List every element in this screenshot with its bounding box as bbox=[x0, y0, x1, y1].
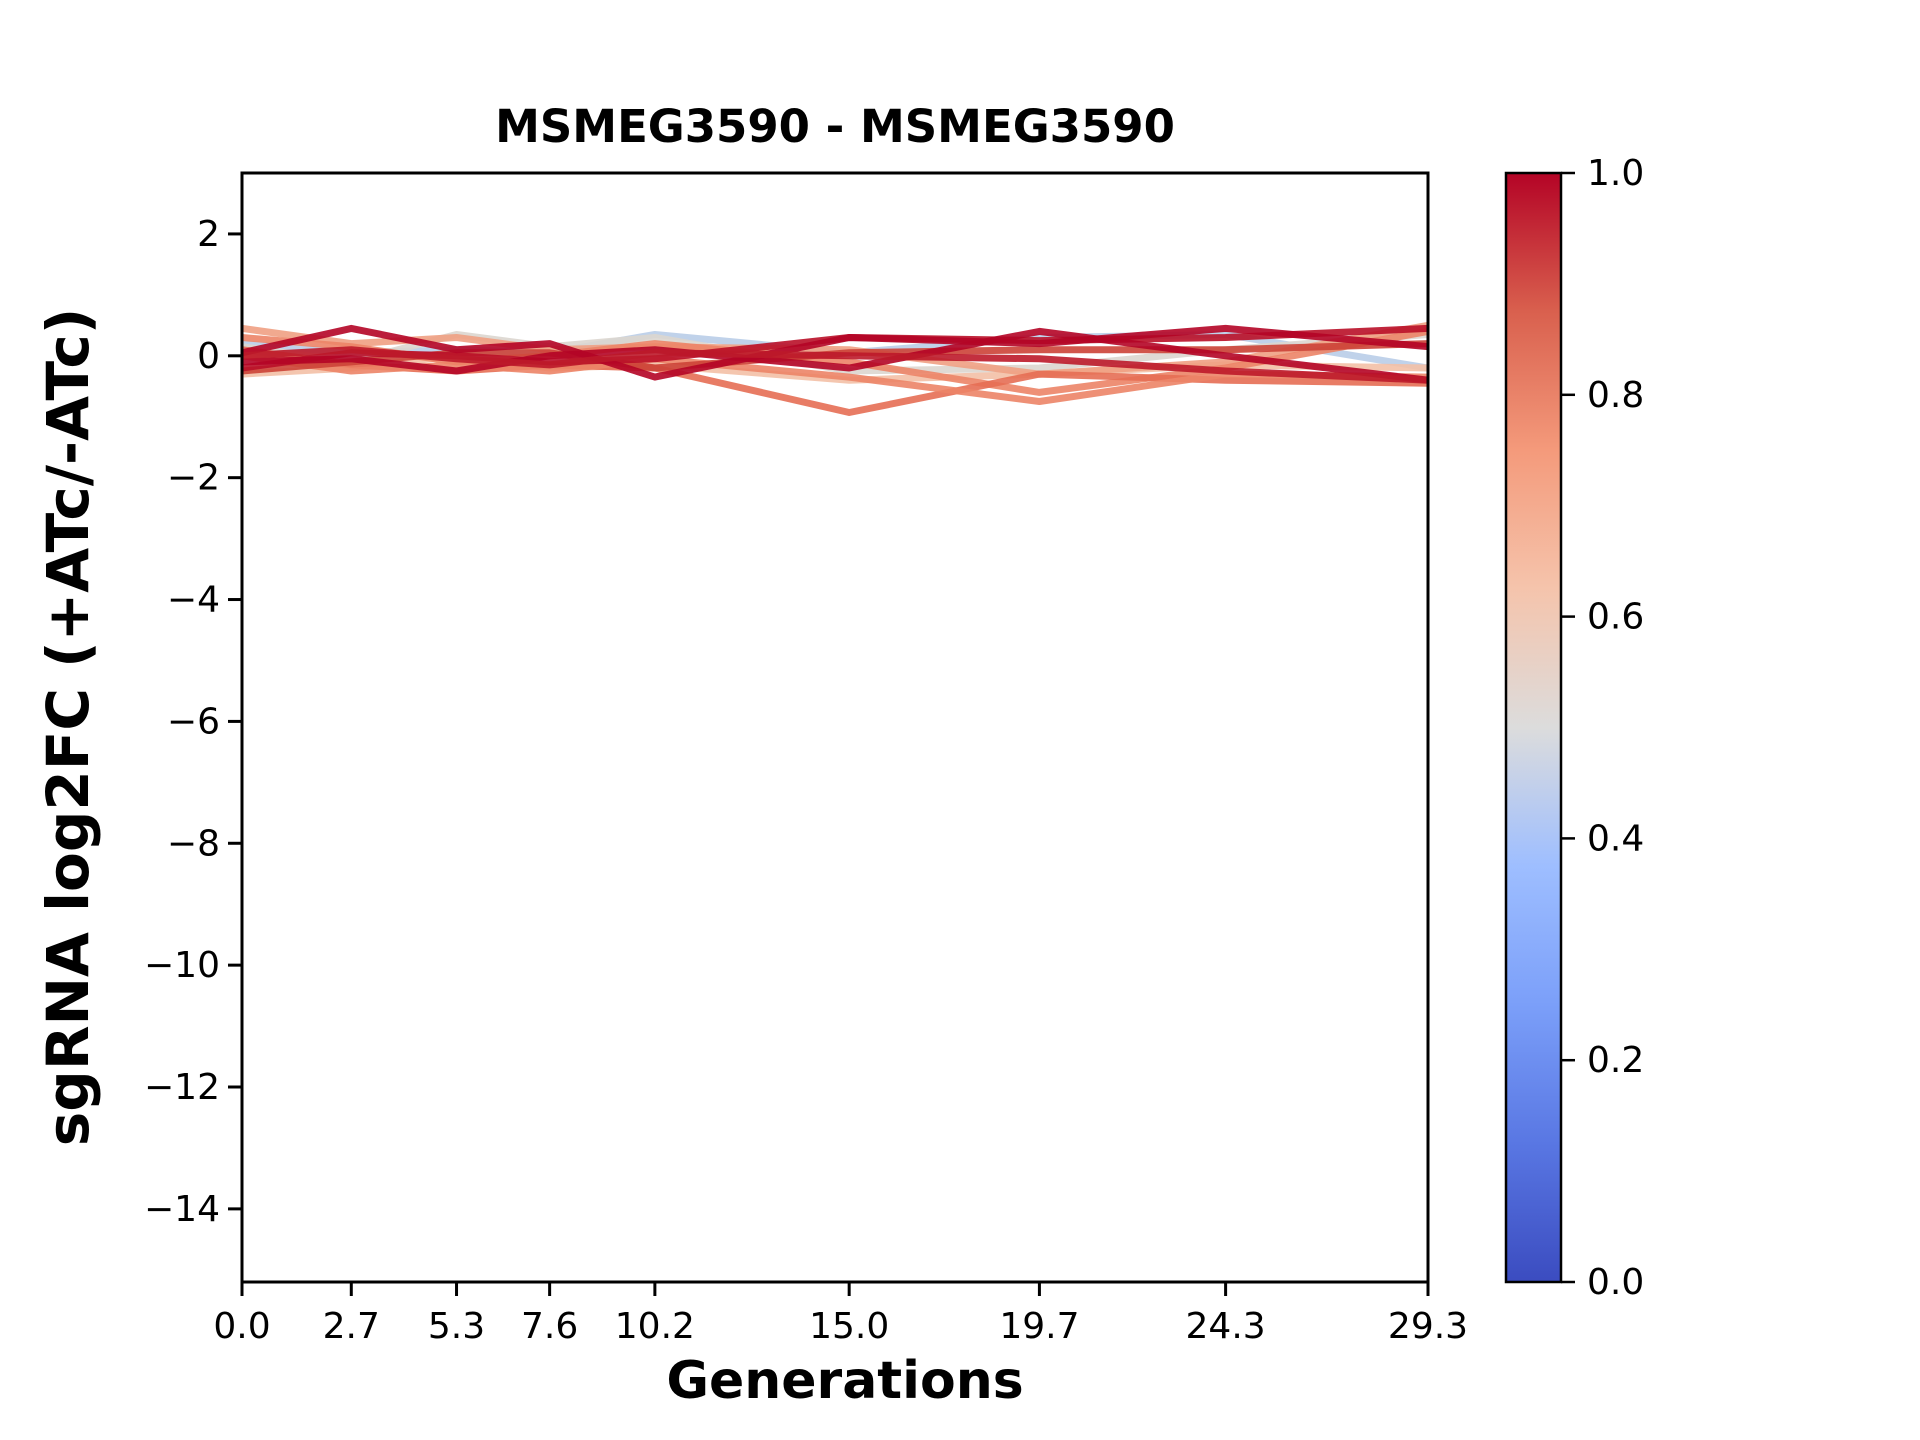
colorbar-tick-label: 0.6 bbox=[1587, 597, 1644, 638]
x-tick-label: 10.2 bbox=[615, 1306, 695, 1347]
y-tick-label: −12 bbox=[144, 1067, 220, 1108]
x-axis-label: Generations bbox=[666, 1351, 1023, 1411]
y-axis-label: sgRNA log2FC (+ATc/-ATc) bbox=[34, 308, 102, 1146]
series-line-line-11 bbox=[242, 324, 1428, 381]
y-tick-label: −6 bbox=[167, 701, 220, 742]
axis-ticks-group: 0.0 2.7 5.3 7.6 10.2 15.0 19.7 24.3 29.3 2 0 −2 −4 −6… bbox=[144, 214, 1468, 1347]
y-tick-label: −4 bbox=[167, 580, 220, 621]
colorbar bbox=[1504, 171, 1563, 1284]
x-tick-label: 24.3 bbox=[1186, 1306, 1266, 1347]
colorbar-tick-label: 1.0 bbox=[1587, 153, 1644, 194]
y-tick-label: 0 bbox=[197, 336, 220, 377]
x-tick-label: 29.3 bbox=[1388, 1306, 1468, 1347]
colorbar-ticks-group: 1.0 0.8 0.6 0.4 0.2 0.0 bbox=[1561, 153, 1644, 1303]
x-tick-label: 19.7 bbox=[999, 1306, 1079, 1347]
y-tick-label: 2 bbox=[197, 214, 220, 255]
x-tick-label: 0.0 bbox=[213, 1306, 270, 1347]
y-tick-label: −2 bbox=[167, 458, 220, 499]
chart-title: MSMEG3590 - MSMEG3590 bbox=[495, 100, 1175, 153]
y-tick-label: −10 bbox=[144, 945, 220, 986]
x-tick-label: 2.7 bbox=[323, 1306, 380, 1347]
series-lines-group bbox=[242, 321, 1428, 416]
y-tick-label: −14 bbox=[144, 1189, 220, 1230]
x-tick-label: 5.3 bbox=[428, 1306, 485, 1347]
plot-frame bbox=[240, 171, 1430, 1284]
y-tick-label: −8 bbox=[167, 823, 220, 864]
series-line-line-12 bbox=[242, 346, 1428, 384]
colorbar-tick-label: 0.8 bbox=[1587, 375, 1644, 416]
x-tick-label: 7.6 bbox=[521, 1306, 578, 1347]
colorbar-tick-label: 0.2 bbox=[1587, 1040, 1644, 1081]
x-tick-label: 15.0 bbox=[809, 1306, 889, 1347]
colorbar-tick-label: 0.4 bbox=[1587, 818, 1644, 859]
colorbar-tick-label: 0.0 bbox=[1587, 1262, 1644, 1303]
